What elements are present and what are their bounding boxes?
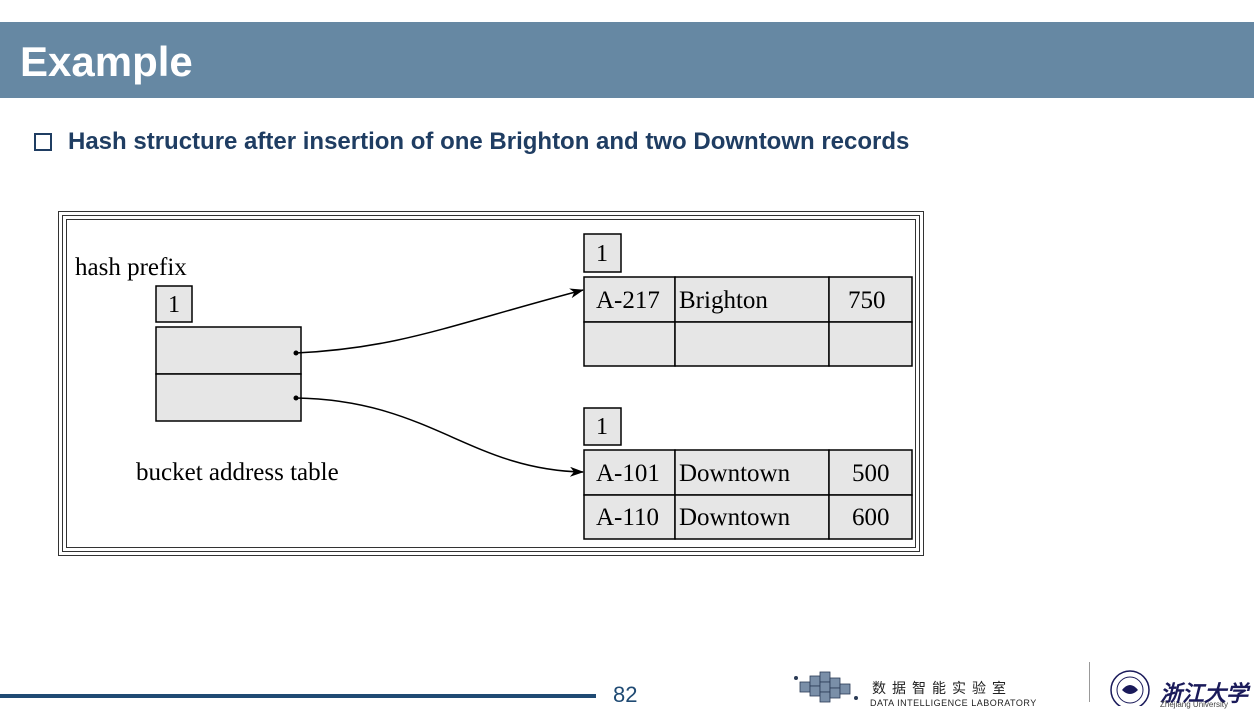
bucket2-records: A-101 Downtown 500 A-110 Downtown 600: [583, 449, 913, 540]
pointer-arrow-bucket2: [295, 397, 584, 477]
bucket1-row0-branch: Brighton: [679, 287, 768, 314]
page-title: Example: [20, 38, 193, 85]
lab-logo-icon: [794, 671, 858, 703]
pointer-arrow-bucket1: [295, 288, 584, 354]
hash-prefix-value: 1: [168, 292, 180, 318]
university-seal-icon: [1110, 670, 1150, 706]
bucket2-row0-account: A-101: [596, 460, 660, 487]
bullet-text: Hash structure after insertion of one Br…: [68, 128, 910, 155]
bucket1-row0-balance: 750: [848, 287, 886, 314]
bucket2-row1-balance: 600: [852, 504, 890, 531]
bullet-point: Hash structure after insertion of one Br…: [34, 128, 909, 156]
bucket1-records: A-217 Brighton 750: [583, 276, 913, 367]
university-name-english: Zhejiang University: [1160, 700, 1229, 709]
bucket1-depth-box: [583, 233, 622, 273]
bucket2-row1-branch: Downtown: [679, 504, 791, 531]
university-name: 浙江大学: [1160, 681, 1249, 707]
hash-prefix-label: hash prefix: [75, 254, 187, 281]
bucket-address-table-label: bucket address table: [136, 459, 339, 486]
square-bullet-icon: [34, 133, 52, 151]
bucket2-row0-balance: 500: [852, 460, 890, 487]
lab-name-chinese: 数据智能实验室: [872, 681, 1012, 697]
bucket-address-entry-1: [155, 373, 302, 422]
bucket1-depth-value: 1: [596, 241, 608, 267]
bucket2-row0-branch: Downtown: [679, 460, 791, 487]
logo-divider: [1089, 662, 1090, 702]
footer-divider-line: [0, 694, 596, 698]
page-number: 82: [613, 682, 638, 707]
bucket1-row0-account: A-217: [596, 287, 660, 314]
hash-prefix-box: [155, 285, 193, 323]
bucket2-depth-value: 1: [596, 414, 608, 440]
title-bar: Example: [0, 22, 1254, 98]
bucket-address-entry-0: [155, 326, 302, 375]
bucket2-depth-box: [583, 407, 622, 446]
lab-name-english: DATA INTELLIGENCE LABORATORY: [870, 698, 1037, 708]
bucket2-row1-account: A-110: [596, 504, 659, 531]
